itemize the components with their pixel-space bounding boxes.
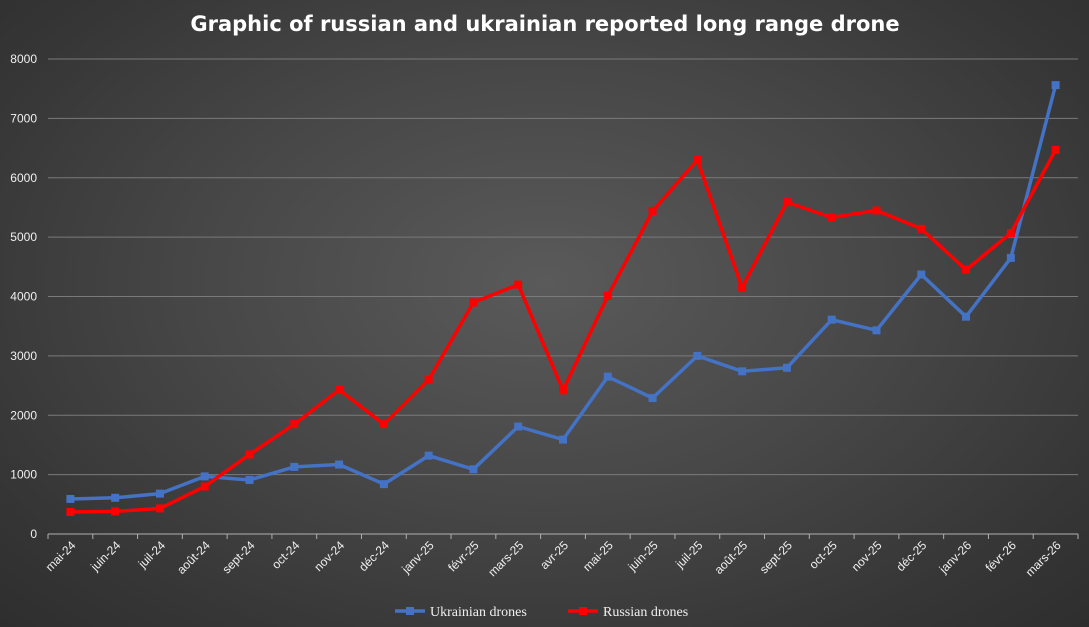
data-point [603, 372, 612, 381]
data-point [738, 367, 747, 376]
x-tick-label: nov-24 [311, 538, 347, 574]
y-tick-label: 8000 [10, 52, 37, 66]
data-point [290, 420, 299, 429]
data-point [66, 508, 75, 517]
x-tick-label: août-24 [174, 538, 213, 577]
data-point [782, 363, 791, 372]
x-tick-label: janv-25 [398, 538, 437, 577]
x-tick-label: mars-25 [485, 538, 526, 579]
x-tick-label: juin-24 [87, 538, 123, 574]
data-point [335, 385, 344, 394]
x-tick-label: juil-24 [135, 538, 168, 571]
y-axis: 0 1000 2000 3000 4000 5000 6000 7000 8000 [10, 52, 37, 541]
x-tick-label: févr-26 [983, 538, 1020, 575]
data-point [111, 507, 120, 516]
x-tick-label: févr-25 [445, 538, 482, 575]
data-point [917, 224, 926, 233]
legend[interactable]: Ukrainian drones Russian drones [395, 605, 688, 620]
x-tick-label: sept-24 [219, 538, 257, 576]
data-point [469, 298, 478, 307]
data-point [603, 291, 612, 300]
y-tick-label: 6000 [10, 171, 37, 185]
x-tick-label: juin-25 [625, 538, 661, 574]
x-tick-label: déc-24 [356, 538, 392, 574]
data-point [155, 489, 164, 498]
data-point [648, 394, 657, 403]
data-point [1051, 145, 1060, 154]
legend-label: Ukrainian drones [430, 605, 527, 620]
data-point [245, 450, 254, 459]
data-point [379, 420, 388, 429]
data-point [693, 155, 702, 164]
y-tick-label: 2000 [10, 408, 37, 422]
x-tick-label: mai-25 [580, 538, 616, 574]
x-tick-label: août-25 [712, 538, 751, 577]
data-point [424, 451, 433, 460]
y-tick-label: 5000 [10, 230, 37, 244]
data-point [962, 312, 971, 321]
legend-label: Russian drones [603, 605, 688, 620]
data-point [469, 465, 478, 474]
chart-title: Graphic of russian and ukrainian reporte… [190, 12, 899, 36]
data-point [782, 198, 791, 207]
data-point [559, 386, 567, 395]
y-tick-label: 7000 [10, 111, 37, 125]
x-axis: mai-24 juin-24 juil-24 août-24 sept-24 oct-24… [43, 533, 1079, 579]
data-point [424, 375, 433, 384]
data-point [738, 283, 747, 292]
x-tick-label: janv-26 [936, 538, 975, 577]
data-point [200, 482, 209, 491]
data-point [155, 504, 164, 513]
series-line-1 [70, 148, 1058, 514]
data-point [648, 207, 657, 215]
data-point [1006, 253, 1015, 262]
series-layer [66, 81, 1060, 517]
gridlines [48, 58, 1078, 535]
y-tick-label: 3000 [10, 349, 37, 363]
data-point [693, 351, 702, 360]
data-point [872, 206, 881, 215]
data-point [335, 460, 344, 469]
y-tick-label: 1000 [10, 468, 37, 482]
data-point [559, 435, 567, 444]
data-point [917, 270, 926, 279]
data-point [827, 213, 836, 222]
data-point [245, 475, 254, 484]
data-point [111, 493, 120, 502]
x-tick-label: avr-25 [537, 538, 571, 572]
data-point [872, 326, 881, 335]
data-point [514, 280, 523, 289]
y-tick-label: 0 [30, 527, 37, 541]
legend-swatch-marker [406, 607, 414, 615]
data-point [379, 480, 388, 489]
x-tick-label: juil-25 [672, 538, 705, 571]
data-point [200, 472, 209, 481]
x-tick-label: mars-26 [1023, 538, 1064, 579]
legend-swatch-marker [579, 607, 587, 615]
x-tick-label: mai-24 [43, 538, 79, 574]
data-point [962, 265, 971, 274]
x-tick-label: sept-25 [757, 538, 795, 576]
x-tick-label: déc-25 [894, 538, 930, 574]
data-point [514, 422, 523, 431]
data-point [290, 462, 299, 471]
data-point [1051, 81, 1060, 90]
data-point [66, 494, 75, 503]
y-tick-label: 4000 [10, 290, 37, 304]
data-point [827, 315, 836, 324]
x-tick-label: oct-24 [269, 538, 303, 572]
data-point [1006, 228, 1015, 237]
x-tick-label: nov-25 [849, 538, 885, 574]
x-tick-label: oct-25 [806, 538, 840, 572]
